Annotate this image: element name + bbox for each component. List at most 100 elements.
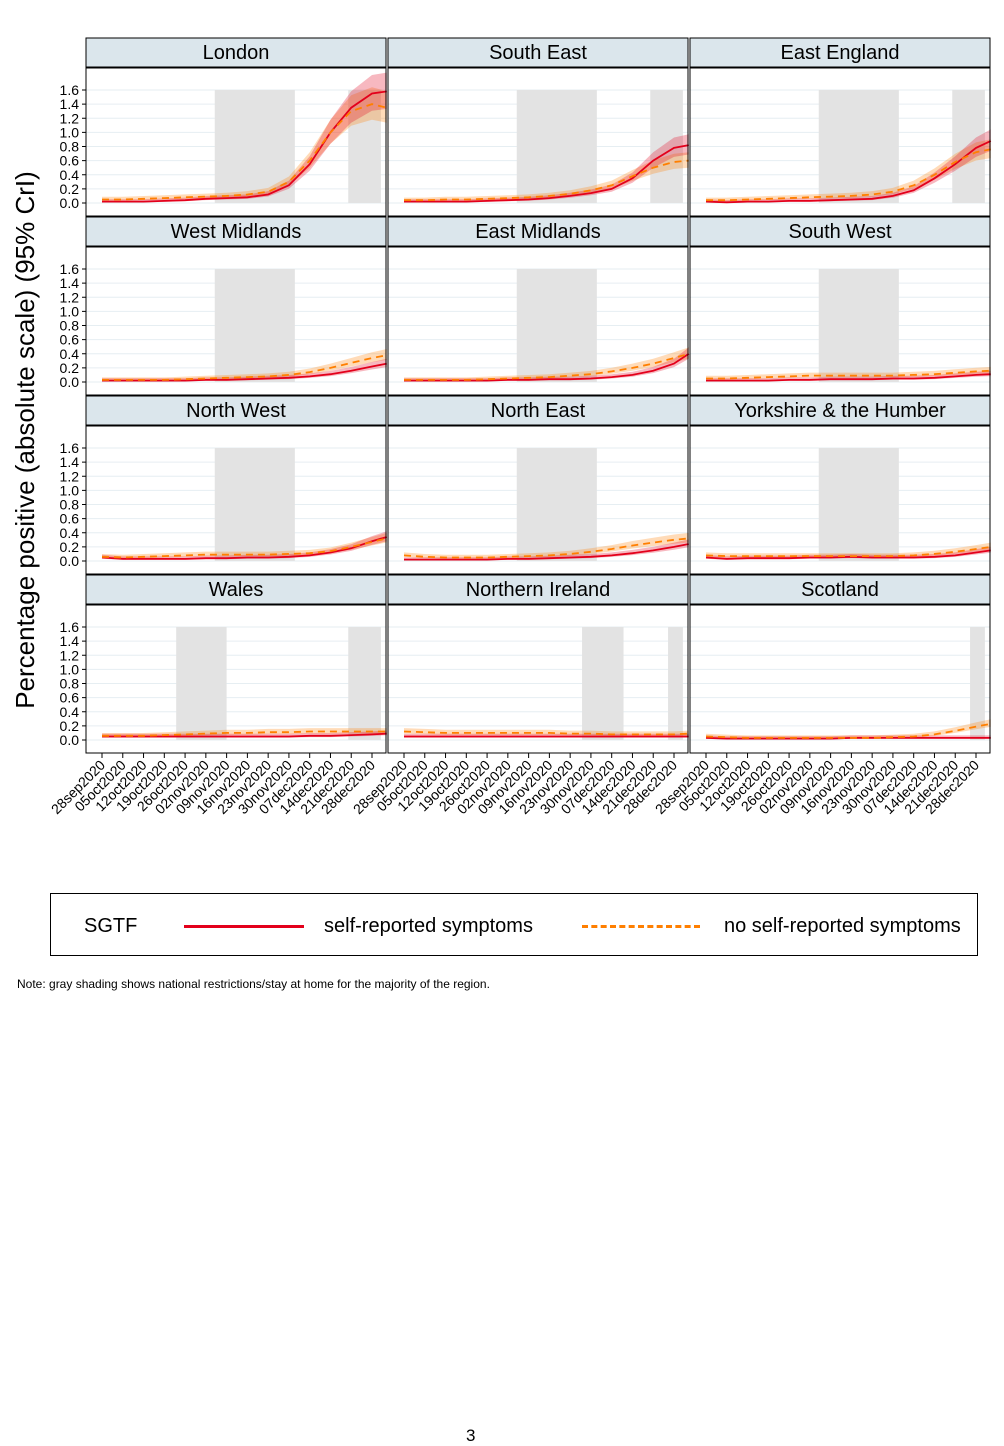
y-tick-label: 1.0 <box>60 124 80 140</box>
panel-title: South West <box>788 221 891 243</box>
y-tick-label: 0.2 <box>60 539 80 555</box>
no-symptoms-line <box>404 159 689 202</box>
y-tick-label: 1.6 <box>60 619 80 635</box>
y-tick-label: 1.2 <box>60 110 80 126</box>
panel-south-east: South East <box>387 37 689 217</box>
panel-northern-ireland: Northern Ireland28sep202005oct202012oct2… <box>350 574 689 817</box>
restriction-shading <box>818 269 899 382</box>
panel-frame <box>387 246 689 396</box>
y-tick-label: 0.8 <box>60 139 80 155</box>
no-symptoms-ci-band <box>706 366 991 380</box>
panel-frame <box>85 246 387 396</box>
no-symptoms-line <box>403 730 689 736</box>
symptoms-ci-band <box>102 72 387 203</box>
y-tick-label: 1.2 <box>60 289 80 305</box>
no-symptoms-line <box>705 546 991 557</box>
no-symptoms-ci-band <box>706 719 991 739</box>
y-tick-label: 0.0 <box>60 374 80 390</box>
panel-title: North West <box>186 400 286 422</box>
panel-west-midlands: West Midlands 0.00.20.40.60.81.01.21.41.6 <box>60 216 387 396</box>
restriction-shading <box>818 448 899 561</box>
y-tick-label: 1.2 <box>60 647 80 663</box>
panel-strip <box>689 574 991 605</box>
restriction-shading <box>582 627 624 740</box>
panel-title: East England <box>781 42 900 64</box>
no-symptoms-ci-band <box>706 139 991 202</box>
y-tick-label: 1.4 <box>60 96 80 112</box>
panel-frame <box>689 67 991 217</box>
y-tick-label: 0.8 <box>60 497 80 513</box>
footnote: Note: gray shading shows national restri… <box>17 977 490 991</box>
y-tick-label: 1.2 <box>60 468 80 484</box>
panel-strip <box>387 216 689 247</box>
no-symptoms-ci-band <box>706 542 991 558</box>
panel-strip <box>689 216 991 247</box>
legend-no-symptoms-line <box>582 925 700 928</box>
panel-strip <box>85 216 387 247</box>
y-tick-label: 1.0 <box>60 482 80 498</box>
y-tick-label: 0.4 <box>60 525 80 541</box>
restriction-shading <box>214 90 295 203</box>
y-tick-label: 0.0 <box>60 732 80 748</box>
plot-area <box>690 605 990 753</box>
panel-title: South East <box>489 42 587 64</box>
no-symptoms-line <box>706 369 991 380</box>
panel-london: London 0.00.20.40.60.81.01.21.41.6 <box>60 37 388 217</box>
y-tick-label: 0.0 <box>60 553 80 569</box>
y-tick-label: 1.4 <box>60 633 80 649</box>
restriction-shading <box>516 269 597 382</box>
plot-area <box>86 605 386 753</box>
y-tick-label: 1.0 <box>60 303 80 319</box>
symptoms-line <box>705 140 992 204</box>
no-symptoms-line <box>101 537 388 559</box>
panel-strip <box>689 37 991 68</box>
y-tick-label: 0.2 <box>60 360 80 376</box>
panel-frame <box>387 67 689 217</box>
no-symptoms-line <box>706 148 991 202</box>
no-symptoms-line <box>102 103 388 201</box>
y-tick-label: 0.6 <box>60 332 80 348</box>
panel-frame <box>387 425 689 575</box>
restriction-shading <box>214 269 295 382</box>
restriction-shading <box>970 627 985 740</box>
legend-title: SGTF <box>84 915 138 937</box>
restriction-shading <box>516 90 597 203</box>
panel-title: Yorkshire & the Humber <box>734 400 946 422</box>
y-tick-label: 0.4 <box>60 346 80 362</box>
page-number: 3 <box>466 1426 476 1445</box>
y-tick-label: 1.4 <box>60 275 80 291</box>
panel-strip <box>387 37 689 68</box>
panel-strip <box>85 574 387 605</box>
panel-strip <box>689 395 991 426</box>
panel-yorkshire-the-humber: Yorkshire & the Humber <box>689 395 991 575</box>
panel-frame <box>689 246 991 396</box>
restriction-shading <box>818 90 899 203</box>
y-axis-title: Percentage positive (absolute scale) (95… <box>10 171 40 709</box>
panel-east-midlands: East Midlands <box>387 216 690 396</box>
symptoms-line <box>404 543 689 561</box>
legend-symptoms-line <box>184 925 304 928</box>
no-symptoms-line <box>102 354 387 381</box>
y-tick-label: 0.2 <box>60 718 80 734</box>
restriction-shading <box>668 627 683 740</box>
y-tick-label: 0.6 <box>60 690 80 706</box>
y-tick-label: 0.8 <box>60 318 80 334</box>
panel-east-england: East England <box>689 37 992 217</box>
panel-frame <box>387 604 689 754</box>
panel-wales: Wales0.00.20.40.60.81.01.21.41.628sep202… <box>48 574 387 817</box>
symptoms-line <box>102 90 387 203</box>
restriction-shading <box>348 90 381 203</box>
panel-frame <box>85 425 387 575</box>
y-tick-label: 0.4 <box>60 167 80 183</box>
legend-symptoms-label: self-reported symptoms <box>324 915 533 937</box>
panel-north-west: North West 0.00.20.40.60.81.01.21.41.6 <box>60 395 388 575</box>
panel-strip <box>85 395 387 426</box>
panel-north-east: North East <box>387 395 689 575</box>
y-tick-label: 0.6 <box>60 511 80 527</box>
no-symptoms-ci-band <box>102 728 387 738</box>
legend-no-symptoms-label: no self-reported symptoms <box>724 915 961 937</box>
panel-frame <box>689 604 991 754</box>
restriction-shading <box>348 627 381 740</box>
panel-strip <box>387 574 689 605</box>
